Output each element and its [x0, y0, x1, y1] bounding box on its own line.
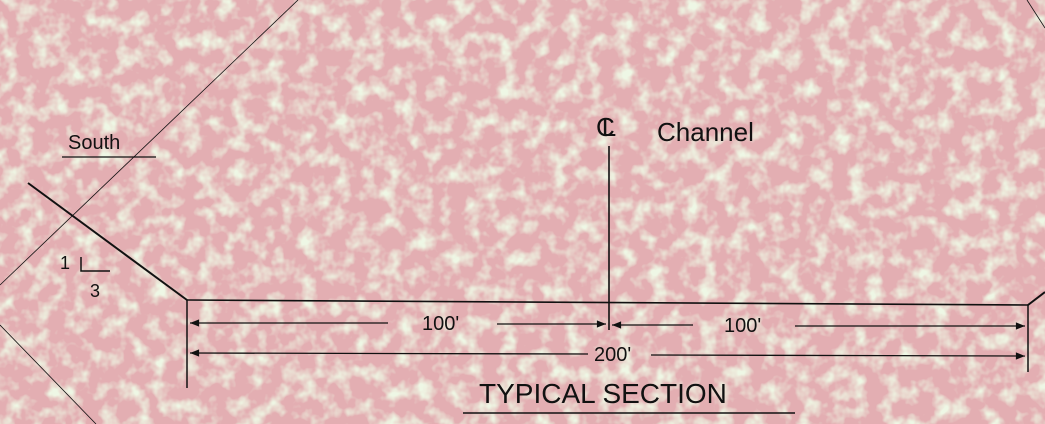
right-side-slope [1027, 291, 1045, 306]
slope-indicator [80, 257, 110, 272]
dim-total-b [650, 352, 1026, 360]
slope-run-label: 3 [90, 281, 101, 301]
total-width-label: 200' [594, 344, 632, 366]
channel-label: Channel [657, 117, 754, 147]
slope-rise-label: 1 [60, 253, 71, 273]
centerline-symbol: CL [596, 114, 626, 154]
centerline-symbol-text: CL [596, 112, 617, 142]
right-of-way-line-right [1026, 0, 1045, 29]
right-half-width-label: 100' [724, 315, 762, 337]
left-half-width-label: 100' [422, 313, 460, 335]
right-of-way-line-lower [0, 324, 97, 424]
south-label: South [68, 132, 121, 154]
drawing-title: TYPICAL SECTION [479, 378, 727, 409]
right-of-way-line [0, 0, 299, 286]
dim-total-a [189, 349, 589, 357]
left-side-slope [27, 182, 188, 301]
channel-bottom-line [186, 299, 1029, 306]
